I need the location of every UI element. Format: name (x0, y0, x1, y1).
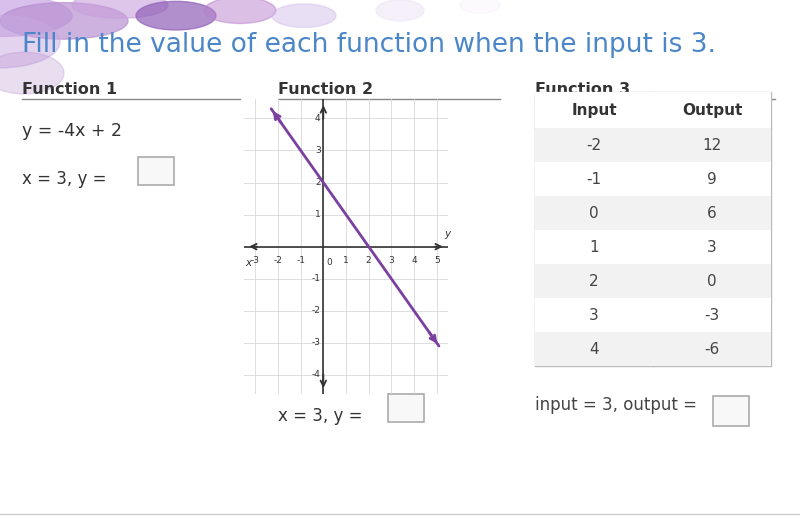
Text: y: y (444, 229, 450, 239)
Ellipse shape (0, 3, 128, 39)
Text: -2: -2 (312, 306, 321, 315)
Bar (535, 298, 771, 332)
Text: x = 3, y =: x = 3, y = (278, 407, 362, 425)
Text: 3: 3 (389, 256, 394, 265)
Ellipse shape (376, 0, 424, 21)
Text: 3: 3 (589, 307, 599, 323)
Bar (713, 396, 749, 426)
Bar (535, 162, 771, 196)
Bar (388, 394, 424, 422)
Text: -1: -1 (312, 274, 321, 283)
Text: 3: 3 (707, 240, 717, 255)
Text: 6: 6 (707, 206, 717, 220)
Text: 12: 12 (702, 137, 722, 152)
Text: Function 1: Function 1 (22, 82, 117, 97)
Text: 1: 1 (315, 210, 321, 219)
Text: y = -4x + 2: y = -4x + 2 (22, 122, 122, 140)
Text: 9: 9 (707, 172, 717, 186)
Text: 4: 4 (411, 256, 417, 265)
Text: 1: 1 (589, 240, 599, 255)
Text: 4: 4 (315, 114, 321, 123)
Text: -1: -1 (586, 172, 602, 186)
Ellipse shape (0, 0, 72, 37)
Text: 3: 3 (315, 146, 321, 155)
Text: -2: -2 (586, 137, 602, 152)
Bar (535, 92, 771, 366)
Text: x = 3, y =: x = 3, y = (22, 170, 106, 188)
Text: -3: -3 (704, 307, 720, 323)
Text: 2: 2 (315, 178, 321, 187)
Ellipse shape (0, 52, 64, 94)
Text: 0: 0 (589, 206, 599, 220)
Bar (535, 128, 771, 162)
Text: -4: -4 (312, 371, 321, 379)
Text: -6: -6 (704, 341, 720, 357)
Text: -1: -1 (296, 256, 305, 265)
Ellipse shape (272, 4, 336, 28)
Bar (535, 264, 771, 298)
Text: Output: Output (682, 102, 742, 117)
Text: -3: -3 (312, 338, 321, 347)
Text: Input: Input (571, 102, 617, 117)
Ellipse shape (204, 0, 276, 23)
Text: Function 2: Function 2 (278, 82, 373, 97)
Text: 2: 2 (589, 274, 599, 289)
Text: input = 3, output =: input = 3, output = (535, 396, 697, 414)
Ellipse shape (460, 0, 500, 13)
Ellipse shape (0, 16, 60, 68)
Text: 1: 1 (343, 256, 349, 265)
Text: 5: 5 (434, 256, 439, 265)
Text: x: x (246, 258, 251, 268)
Bar (138, 157, 174, 185)
Text: -3: -3 (251, 256, 260, 265)
Text: Fill in the value of each function when the input is 3.: Fill in the value of each function when … (22, 32, 716, 58)
Bar (535, 230, 771, 264)
Bar (535, 92, 771, 128)
Text: 0: 0 (326, 258, 332, 267)
Ellipse shape (136, 2, 216, 30)
Text: 0: 0 (707, 274, 717, 289)
Text: -2: -2 (274, 256, 282, 265)
Ellipse shape (72, 0, 168, 18)
Bar (535, 332, 771, 366)
Text: 2: 2 (366, 256, 371, 265)
Text: 4: 4 (589, 341, 599, 357)
Bar (535, 196, 771, 230)
Text: Function 3: Function 3 (535, 82, 630, 97)
